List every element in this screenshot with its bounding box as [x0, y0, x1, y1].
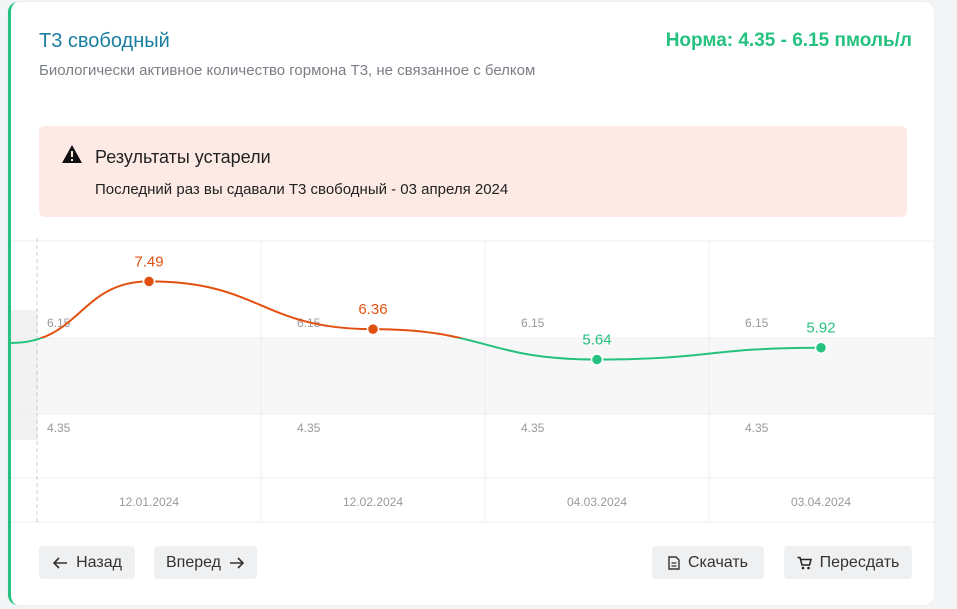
retake-label: Пересдать [819, 553, 900, 571]
cart-icon [797, 556, 812, 569]
range-lower-label: 4.35 [521, 421, 545, 435]
norm-range: Норма: 4.35 - 6.15 пмоль/л [665, 30, 912, 51]
back-label: Назад [76, 553, 122, 571]
data-point [814, 341, 828, 354]
forward-label: Вперед [165, 553, 221, 571]
analysis-title: Т3 свободный [39, 30, 170, 52]
x-tick-label: 04.03.2024 [567, 495, 627, 509]
range-edge-strip [11, 310, 38, 440]
download-button[interactable]: Скачать [652, 546, 764, 579]
results-chart: 6.154.356.154.356.154.356.154.3512.01.20… [11, 238, 934, 524]
analysis-description: Биологически активное количество гормона… [39, 62, 536, 79]
range-lower-label: 4.35 [745, 421, 769, 435]
data-point [142, 275, 156, 288]
arrow-right-icon [230, 556, 245, 569]
warning-triangle-icon [62, 145, 82, 163]
document-icon [668, 555, 680, 570]
data-label: 5.64 [582, 332, 611, 349]
normal-range-band [11, 338, 934, 414]
retake-button[interactable]: Пересдать [784, 546, 912, 579]
alert-text: Последний раз вы сдавали Т3 свободный - … [95, 181, 509, 198]
forward-button[interactable]: Вперед [154, 546, 257, 579]
x-tick-label: 03.04.2024 [791, 495, 851, 509]
download-label: Скачать [688, 553, 748, 571]
range-upper-label: 6.15 [47, 316, 71, 330]
range-upper-label: 6.15 [745, 316, 769, 330]
data-label: 5.92 [806, 320, 835, 337]
data-point [590, 353, 604, 366]
back-button[interactable]: Назад [39, 546, 135, 579]
data-label: 6.36 [358, 301, 387, 318]
analysis-card: Т3 свободный Норма: 4.35 - 6.15 пмоль/л … [8, 2, 934, 605]
alert-title: Результаты устарели [95, 147, 271, 167]
arrow-left-icon [52, 556, 68, 569]
range-upper-label: 6.15 [521, 316, 545, 330]
outdated-alert: Результаты устарели Последний раз вы сда… [39, 126, 907, 217]
x-tick-label: 12.02.2024 [343, 495, 403, 509]
data-label: 7.49 [134, 253, 163, 270]
range-lower-label: 4.35 [47, 421, 71, 435]
range-lower-label: 4.35 [297, 421, 321, 435]
data-point [366, 322, 380, 336]
x-tick-label: 12.01.2024 [119, 495, 179, 509]
series-line-in-range [11, 338, 822, 361]
